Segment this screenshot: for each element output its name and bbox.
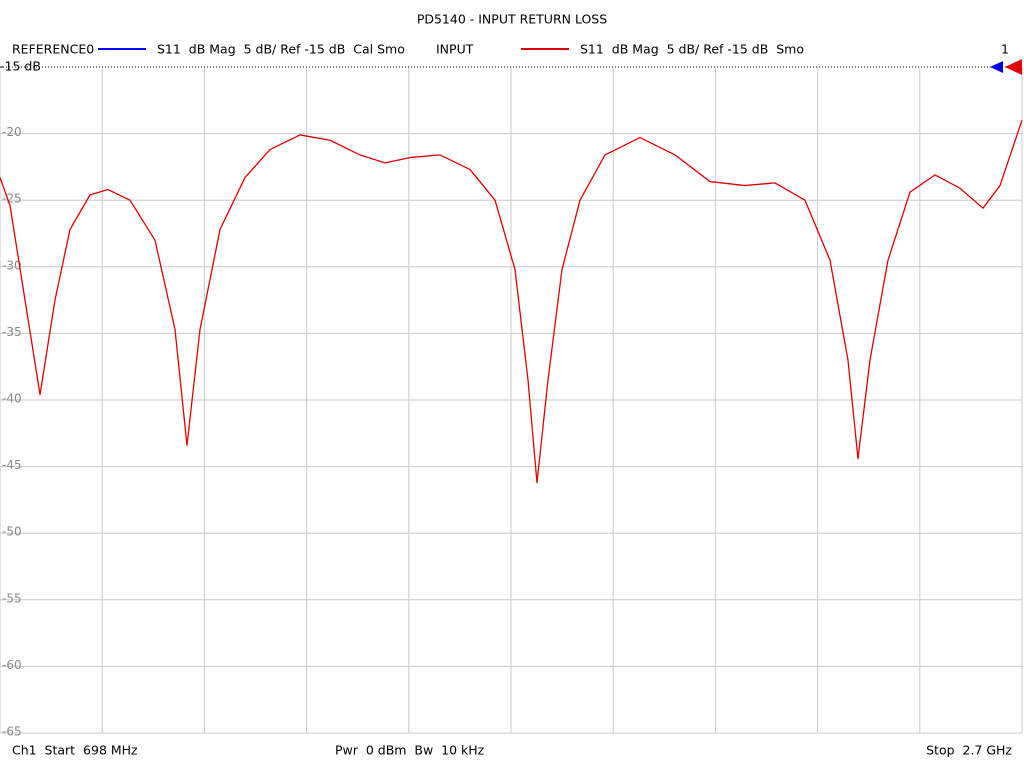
y-tick-label: -40 [2,392,22,406]
y-tick-label: -15 dB [0,59,41,74]
y-tick-label: -50 [2,525,22,539]
footer-start: Ch1 Start 698 MHz [12,743,138,758]
legend-label: S11 dB Mag 5 dB/ Ref -15 dB Cal Smo [157,42,405,57]
y-tick-label: -35 [2,325,22,339]
footer-stop: Stop 2.7 GHz [926,743,1012,758]
marker-label: 1 [1001,42,1009,57]
y-tick-label: -25 [2,192,22,206]
y-tick-label: -65 [2,725,22,739]
footer-power: Pwr 0 dBm Bw 10 kHz [335,743,485,758]
y-tick-label: -60 [2,658,22,672]
y-tick-label: -30 [2,258,22,272]
legend-name: INPUT [436,42,474,57]
y-tick-label: -20 [2,125,22,139]
y-tick-label: -55 [2,591,22,605]
legend-label: S11 dB Mag 5 dB/ Ref -15 dB Smo [580,42,804,57]
reference-arrow [990,61,1003,73]
chart-title: PD5140 - INPUT RETURN LOSS [417,12,607,27]
legend-name: REFERENCE0 [12,42,94,57]
y-tick-label: -45 [2,458,22,472]
reference-arrow [1005,59,1022,75]
trace-line [0,120,1023,484]
